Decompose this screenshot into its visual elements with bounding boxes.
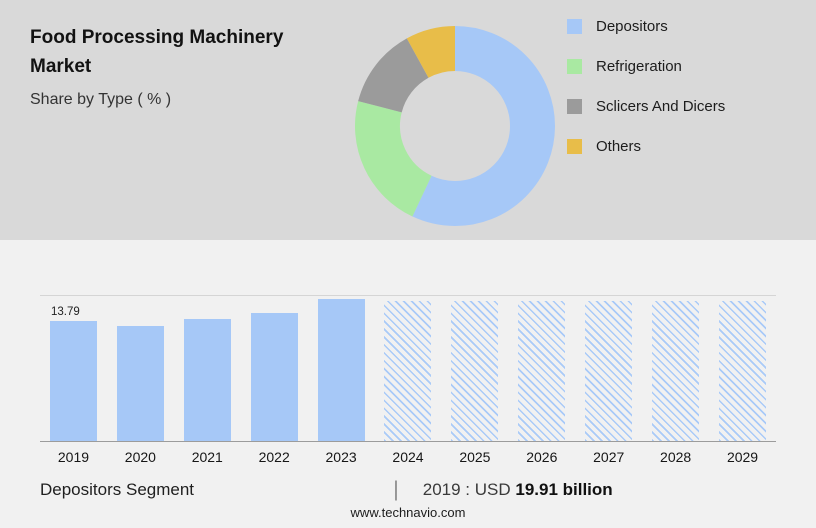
bar-column xyxy=(575,296,642,441)
x-axis-label: 2026 xyxy=(526,449,558,465)
legend: Depositors Refrigeration Sclicers And Dice… xyxy=(567,6,725,166)
forecast-bar xyxy=(652,301,700,441)
history-bar xyxy=(250,313,298,441)
legend-item: Sclicers And Dicers xyxy=(567,86,725,126)
legend-item: Depositors xyxy=(567,6,725,46)
x-axis-label: 2027 xyxy=(593,449,625,465)
donut-segment-refrigeration xyxy=(355,26,555,226)
bar-column xyxy=(642,296,709,441)
bar-chart-panel: 13.79 2019 2020 2021 2022 2023 2024 2025 2026 20… xyxy=(0,240,816,528)
bar-column: 13.79 xyxy=(40,296,107,441)
legend-label: Others xyxy=(596,137,642,155)
legend-label: Sclicers And Dicers xyxy=(596,97,726,115)
bar-column xyxy=(508,296,575,441)
bar-column xyxy=(709,296,776,441)
history-bar xyxy=(317,298,365,441)
history-bar xyxy=(183,319,231,441)
legend-swatch xyxy=(567,138,582,154)
website-text: www.technavio.com xyxy=(350,505,466,520)
forecast-bar xyxy=(518,301,566,441)
x-axis-label: 2021 xyxy=(191,449,223,465)
chart-subtitle: Share by Type ( % ) xyxy=(30,91,172,108)
header-panel: Food Processing Machinery Market Share b… xyxy=(0,0,816,240)
donut-chart xyxy=(355,25,555,226)
x-axis-label: 2024 xyxy=(392,449,424,465)
history-bar: 13.79 xyxy=(49,306,97,441)
forecast-bar xyxy=(719,301,767,441)
forecast-bar xyxy=(451,301,499,441)
bar-column xyxy=(241,296,308,441)
bar-chart-plot-area: 13.79 xyxy=(40,295,776,442)
bar-column xyxy=(441,296,508,441)
x-axis-label: 2025 xyxy=(459,449,491,465)
x-axis-label: 2023 xyxy=(325,449,357,465)
legend-swatch xyxy=(567,18,582,34)
bar-column xyxy=(308,296,375,441)
segment-value: 2019 : USD 19.91 billion xyxy=(399,480,776,500)
legend-label: Refrigeration xyxy=(596,57,682,75)
donut-segment-sclicers-and-dicers xyxy=(355,25,555,226)
legend-item: Others xyxy=(567,126,725,166)
x-axis-label: 2029 xyxy=(726,449,759,465)
bar-column xyxy=(375,296,442,441)
bar-column xyxy=(107,296,174,441)
legend-swatch xyxy=(567,98,582,114)
title-block: Food Processing Machinery Market Share b… xyxy=(30,24,325,109)
segment-label: Depositors Segment xyxy=(40,479,195,499)
page-title: Food Processing Machinery Market xyxy=(30,27,284,77)
forecast-bar xyxy=(384,301,432,441)
bar-column xyxy=(174,296,241,441)
footer-divider: | xyxy=(393,478,399,501)
donut-chart-svg xyxy=(355,25,555,226)
x-axis-label: 2022 xyxy=(258,449,290,465)
segment-value-amount: 19.91 billion xyxy=(515,479,613,499)
legend-label: Depositors xyxy=(596,17,668,35)
summary-row: Depositors Segment | 2019 : USD 19.91 bi… xyxy=(40,479,776,500)
x-axis-label: 2019 xyxy=(57,449,90,465)
x-axis: 2019 2020 2021 2022 2023 2024 2025 2026 2027 2028… xyxy=(40,442,776,465)
donut-segment-others xyxy=(355,26,555,226)
x-axis-label: 2028 xyxy=(660,449,692,465)
x-axis-label: 2020 xyxy=(124,449,156,465)
bar-value-label: 13.79 xyxy=(50,306,80,319)
legend-swatch xyxy=(567,58,582,74)
segment-value-prefix: 2019 : USD xyxy=(422,479,511,499)
legend-item: Refrigeration xyxy=(567,46,725,86)
forecast-bar xyxy=(585,301,633,441)
history-bar xyxy=(116,326,164,441)
